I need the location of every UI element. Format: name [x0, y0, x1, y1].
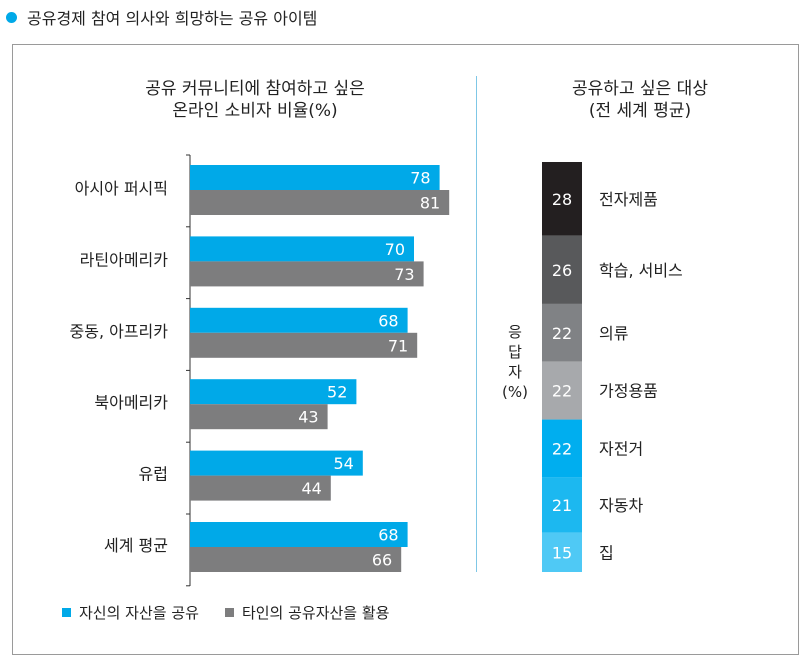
left-chart-bar [190, 450, 363, 476]
left-chart-title-line2: 온라인 소비자 비율(%) [172, 101, 338, 121]
left-chart-category-label: 아시아 퍼시픽 [75, 179, 168, 198]
left-chart-bar [190, 165, 440, 190]
right-chart-segment-label: 학습, 서비스 [599, 261, 683, 280]
left-chart-category-label: 라틴아메리카 [80, 250, 169, 269]
right-chart-segment [542, 361, 582, 420]
right-chart-segment [542, 477, 582, 533]
right-chart-segment [542, 235, 582, 304]
right-chart-segment [542, 303, 582, 362]
right-chart-segment-label: 자전거 [599, 439, 643, 458]
left-chart-bar [190, 307, 408, 333]
left-chart-bar [190, 547, 402, 572]
left-chart-bar [190, 261, 424, 287]
left-chart-bar [190, 379, 357, 405]
right-chart-segment [542, 419, 582, 478]
legend-swatch-gray [224, 608, 234, 617]
right-chart-segment-value: 15 [552, 543, 572, 562]
left-chart-category-label: 유럽 [139, 465, 168, 484]
left-chart-bar-label: 66 [372, 551, 392, 570]
left-chart-bar-label: 81 [420, 194, 440, 213]
right-chart-ylabel: 응 답 자 (%) [500, 322, 530, 402]
right-chart-segment-value: 22 [552, 382, 572, 401]
left-chart-bar-label: 73 [394, 265, 414, 284]
chart-frame [12, 44, 799, 655]
left-chart-bar-label: 68 [378, 311, 398, 330]
left-chart-title-line1: 공유 커뮤니티에 참여하고 싶은 [145, 79, 365, 99]
right-chart-segment-label: 의류 [599, 324, 628, 343]
right-chart-segment [542, 532, 582, 572]
right-chart-segment-value: 21 [552, 496, 572, 515]
left-chart-bar [190, 522, 408, 547]
left-chart-bar-label: 71 [388, 336, 408, 355]
left-chart-bar-label: 78 [410, 169, 430, 188]
bullet-dot-icon [6, 11, 17, 23]
legend-item-own: 자신의 자산을 공유 [62, 602, 199, 623]
legend-label-others: 타인의 공유자산을 활용 [241, 604, 390, 622]
left-chart-bar [190, 236, 414, 262]
left-chart-bar [190, 190, 450, 215]
right-chart-title-line2: (전 세계 평균) [588, 101, 692, 121]
right-chart-title-line1: 공유하고 싶은 대상 [572, 79, 708, 99]
legend-swatch-blue [62, 608, 71, 617]
left-chart-bar-label: 44 [301, 479, 321, 498]
right-chart-segment-value: 22 [552, 324, 572, 343]
legend-label-own: 자신의 자산을 공유 [79, 604, 199, 622]
right-chart-title: 공유하고 싶은 대상 (전 세계 평균) [500, 78, 780, 122]
left-chart-bar-label: 52 [327, 383, 347, 402]
left-chart-bar-label: 43 [298, 408, 318, 427]
right-chart-ylabel-text: 응 답 자 (%) [502, 323, 528, 401]
page-header: 공유경제 참여 의사와 희망하는 공유 아이템 [6, 6, 317, 28]
legend: 자신의 자산을 공유 타인의 공유자산을 활용 [62, 602, 415, 623]
left-chart-bar-label: 70 [385, 240, 405, 259]
panel-divider [476, 76, 477, 572]
left-chart-bar-label: 68 [378, 526, 398, 545]
left-chart-category-label: 중동, 아프리카 [70, 322, 169, 341]
left-chart-bar [190, 332, 418, 358]
left-chart-bar [190, 475, 331, 501]
left-chart-bar-label: 54 [333, 454, 353, 473]
right-chart-segment-value: 26 [552, 261, 572, 280]
left-chart-title: 공유 커뮤니티에 참여하고 싶은 온라인 소비자 비율(%) [60, 78, 450, 122]
right-chart-segment [542, 162, 582, 236]
left-chart-category-label: 북아메리카 [94, 393, 168, 412]
page-title: 공유경제 참여 의사와 희망하는 공유 아이템 [27, 9, 318, 28]
left-chart-bar [190, 404, 328, 430]
right-chart-segment-value: 22 [552, 439, 572, 458]
legend-item-others: 타인의 공유자산을 활용 [224, 602, 390, 623]
right-chart-segment-label: 집 [599, 543, 614, 562]
left-chart-category-label: 세계 평균 [104, 536, 168, 555]
right-chart-segment-label: 가정용품 [599, 382, 658, 401]
right-chart-segment-value: 28 [552, 190, 572, 209]
right-chart-segment-label: 자동차 [599, 496, 643, 515]
right-chart-segment-label: 전자제품 [599, 190, 658, 209]
